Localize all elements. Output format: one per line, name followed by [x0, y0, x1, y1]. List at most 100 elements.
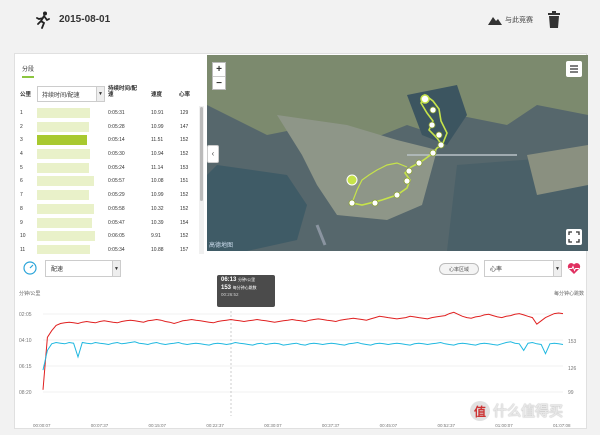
col-speed: 速度	[151, 92, 163, 98]
tooltip-hr-unit: 每分钟心跳数	[232, 285, 257, 290]
row-speed: 10.91	[151, 110, 164, 116]
table-row[interactable]: 5 0:05:24 11.14 153	[15, 161, 199, 175]
compare-label: 与此竞赛	[505, 17, 533, 24]
x-tick-label: 00:22:37	[206, 423, 224, 428]
y-right-tick-label: 99	[568, 390, 574, 396]
x-tick-label: 00:07:37	[91, 423, 109, 428]
pace-bar	[37, 135, 87, 146]
row-speed: 10.39	[151, 219, 164, 226]
table-row[interactable]: 8 0:05:58 10.32 152	[15, 202, 199, 216]
row-time: 0:05:57	[108, 178, 125, 185]
heart-rate-icon	[567, 263, 581, 274]
chart-tooltip: 06:13 分钟/公里 153 每分钟心跳数 00:26:52	[217, 275, 275, 307]
watermark: 值 什么值得买	[470, 400, 594, 422]
row-speed: 10.99	[151, 192, 164, 199]
row-km: 6	[20, 178, 23, 185]
y-left-tick-label: 06:15	[19, 364, 32, 370]
route-map[interactable]: + − 高德地图	[207, 55, 588, 251]
pace-heart-rate-chart[interactable]: 分钟/公里 每分钟心跳数 02:05 04:10 06:15 08:20 153 126 9…	[15, 281, 588, 430]
x-tick-label: 01:00:07	[495, 423, 513, 428]
x-tick-label: 00:15:07	[149, 423, 167, 428]
y-axis-left-label: 分钟/公里	[19, 291, 41, 297]
tooltip-pace-unit: 分钟/公里	[238, 277, 256, 282]
row-time: 0:05:24	[108, 164, 125, 171]
row-speed: 10.32	[151, 205, 164, 212]
table-row[interactable]: 2 0:05:28 10.99 147	[15, 120, 199, 134]
row-time: 0:05:34	[108, 246, 125, 253]
chevron-down-icon: ▼	[112, 261, 120, 276]
x-tick-label: 00:30:07	[264, 423, 282, 428]
map-zoom-control: + −	[212, 62, 226, 90]
table-row[interactable]: 11 0:05:34 10.88 157	[15, 243, 199, 254]
y-left-tick-label: 04:10	[19, 338, 32, 344]
chevron-down-icon: ▼	[96, 87, 104, 101]
runner-icon	[36, 11, 50, 29]
zoom-out-button[interactable]: −	[213, 76, 225, 89]
table-scroll-thumb[interactable]	[200, 107, 203, 201]
heart-rate-select[interactable]: 心率 ▼	[484, 260, 562, 277]
tab-bar: 分段	[15, 54, 205, 82]
activity-date: 2015-08-01	[59, 14, 111, 25]
metric-select[interactable]: 持续时间/配速 ▼	[37, 86, 105, 102]
row-time: 0:06:05	[108, 233, 125, 240]
row-time: 0:05:31	[108, 110, 125, 116]
activity-panel: 分段 公里 持续时间/配速 ▼ 持续时间/配速 速度 心率 1 0:05:31 10…	[14, 53, 588, 430]
heart-rate-zone-button[interactable]: 心率区域	[439, 263, 479, 275]
zoom-in-button[interactable]: +	[216, 64, 222, 75]
heart-rate-series-line	[42, 341, 564, 371]
top-bar: 2015-08-01 与此竞赛	[0, 0, 600, 40]
row-km: 2	[20, 123, 23, 130]
compare-button[interactable]: 与此竞赛	[487, 11, 533, 29]
table-row[interactable]: 4 0:05:30 10.94 152	[15, 147, 199, 161]
y-left-tick-label: 02:05	[19, 312, 32, 318]
watermark-logo: 值	[470, 401, 490, 421]
row-heart-rate: 157	[180, 246, 189, 253]
row-heart-rate: 152	[180, 192, 189, 199]
table-row[interactable]: 6 0:05:57 10.08 151	[15, 174, 199, 188]
tab-splits[interactable]: 分段	[22, 64, 35, 78]
row-km: 8	[20, 205, 23, 212]
x-tick-label: 00:52:37	[437, 423, 455, 428]
col-split-time: 持续时间/配速	[108, 86, 138, 98]
chevron-left-icon[interactable]: ‹	[207, 145, 219, 163]
pace-select[interactable]: 配速 ▼	[45, 260, 121, 277]
pace-bar	[37, 176, 94, 187]
pace-bar	[37, 244, 91, 254]
pace-select-value: 配速	[51, 267, 64, 273]
table-row[interactable]: 1 0:05:31 10.91 129	[15, 106, 199, 120]
fullscreen-icon[interactable]	[566, 229, 582, 245]
row-km: 10	[20, 233, 26, 240]
x-tick-label: 01:07:08	[553, 423, 571, 428]
table-row[interactable]: 9 0:05:47 10.39 154	[15, 216, 199, 230]
line-chart-plot: 02:05 04:10 06:15 08:20 153 126 99 00:00:07 00:0…	[19, 311, 577, 428]
map-credit: 高德地图	[209, 243, 234, 249]
table-row[interactable]: 3 0:05:14 11.51 152	[15, 133, 199, 147]
row-speed: 11.14	[151, 164, 164, 171]
x-tick-label: 00:45:07	[380, 423, 398, 428]
y-left-tick-label: 08:20	[19, 390, 32, 396]
chart-controls: 配速 ▼ 心率区域 心率 ▼	[15, 257, 588, 281]
pace-bar	[37, 203, 94, 214]
row-heart-rate: 152	[180, 233, 189, 240]
row-km: 1	[20, 110, 23, 116]
row-speed: 10.94	[151, 151, 164, 158]
pace-bar	[37, 149, 90, 160]
table-row[interactable]: 7 0:05:29 10.99 152	[15, 188, 199, 202]
pace-bar	[37, 108, 90, 118]
row-heart-rate: 151	[180, 178, 189, 185]
pace-bar	[37, 190, 90, 201]
menu-icon[interactable]	[566, 61, 582, 77]
trash-icon[interactable]	[547, 11, 561, 28]
table-row[interactable]: 10 0:06:05 9.91 152	[15, 229, 199, 243]
x-tick-label: 00:37:37	[322, 423, 340, 428]
pace-series-line	[42, 311, 564, 390]
tooltip-hr-value: 153	[221, 285, 232, 291]
y-right-tick-label: 126	[568, 366, 577, 372]
y-right-tick-label: 153	[568, 339, 577, 345]
y-axis-right-label: 每分钟心跳数	[553, 291, 584, 297]
row-speed: 10.08	[151, 178, 164, 185]
row-km: 4	[20, 151, 23, 158]
row-km: 7	[20, 192, 23, 199]
row-heart-rate: 152	[180, 151, 189, 158]
row-time: 0:05:30	[108, 151, 125, 158]
